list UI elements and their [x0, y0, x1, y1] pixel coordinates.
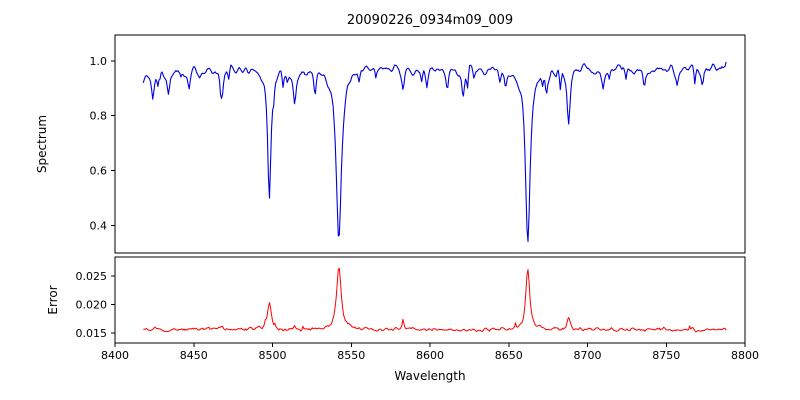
y-tick-label: 0.015	[76, 327, 108, 340]
x-tick-label: 8500	[259, 349, 287, 362]
y-axis-label-error: Error	[46, 285, 60, 314]
x-tick-label: 8650	[495, 349, 523, 362]
data-layer	[142, 61, 727, 333]
panel-border	[114, 256, 746, 344]
y-tick-label: 1.0	[90, 55, 108, 68]
x-tick-label: 8700	[574, 349, 602, 362]
x-tick-label: 8450	[180, 349, 208, 362]
y-tick-label: 0.8	[90, 110, 108, 123]
x-tick-label: 8600	[416, 349, 444, 362]
axes-layer: 0.4 0.6 0.8 1.0 0.015 0.020 0.025 8400 8450 8500 8…	[76, 34, 759, 362]
x-tick-label: 8750	[652, 349, 680, 362]
y-tick-label: 0.025	[76, 270, 108, 283]
y-axis-label-spectrum: Spectrum	[35, 115, 49, 173]
error-line	[143, 267, 727, 333]
x-tick-label: 8800	[731, 349, 759, 362]
x-tick-label: 8550	[337, 349, 365, 362]
panel-border	[114, 34, 746, 254]
plot-title: 20090226_0934m09_009	[347, 13, 513, 28]
x-tick-label: 8400	[101, 349, 129, 362]
y-tick-label: 0.4	[90, 219, 108, 232]
x-axis-label: Wavelength	[394, 369, 465, 383]
y-tick-label: 0.6	[90, 164, 108, 177]
spectrum-line	[142, 61, 727, 243]
y-tick-label: 0.020	[76, 299, 108, 312]
